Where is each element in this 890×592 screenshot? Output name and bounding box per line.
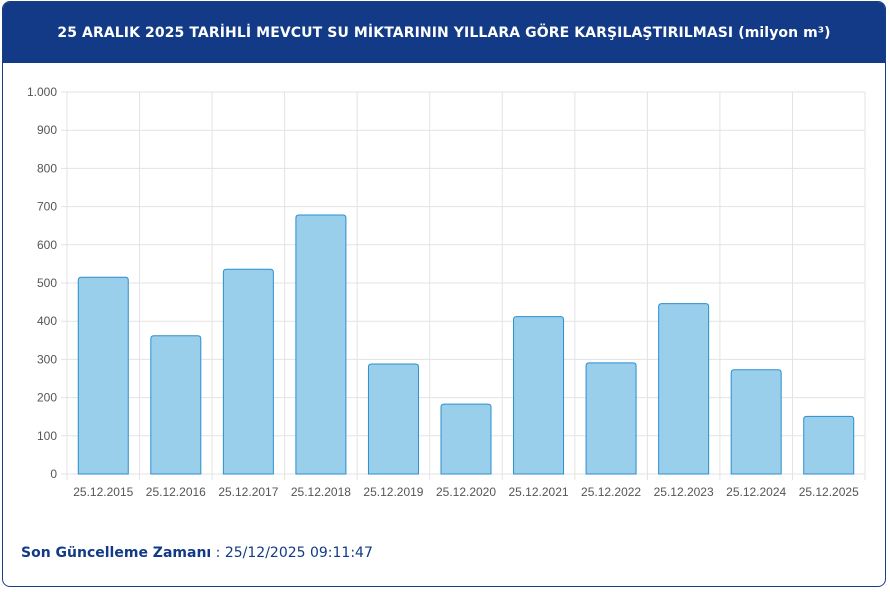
y-tick-label: 700	[37, 200, 57, 214]
x-tick-label: 25.12.2021	[509, 485, 569, 499]
bar-25.12.2025[interactable]	[803, 415, 855, 475]
last-updated-label: Son Güncelleme Zamanı	[21, 545, 212, 561]
x-axis-ticks: 25.12.2015 25.12.2016 25.12.2017 25.12.2018…	[73, 485, 859, 499]
x-tick-label: 25.12.2024	[726, 485, 786, 499]
y-tick-label: 600	[37, 238, 57, 252]
bar-25.12.2017[interactable]	[222, 268, 274, 475]
bar-25.12.2021[interactable]	[513, 316, 565, 475]
bar-25.12.2022[interactable]	[585, 362, 637, 475]
bar-25.12.2020[interactable]	[440, 403, 492, 475]
y-tick-label: 500	[37, 276, 57, 290]
last-updated-separator: :	[211, 545, 225, 561]
x-tick-label: 25.12.2023	[654, 485, 714, 499]
y-tick-label: 200	[37, 391, 57, 405]
x-tick-label: 25.12.2020	[436, 485, 496, 499]
x-tick-label: 25.12.2015	[73, 485, 133, 499]
bar-25.12.2023[interactable]	[658, 303, 710, 475]
bar-25.12.2015[interactable]	[77, 276, 129, 475]
chart-header: 25 ARALIK 2025 TARİHLİ MEVCUT SU MİKTARI…	[3, 2, 885, 63]
bar-25.12.2016[interactable]	[150, 335, 202, 475]
last-updated-value: 25/12/2025 09:11:47	[224, 545, 373, 561]
x-tick-label: 25.12.2022	[581, 485, 641, 499]
y-tick-label: 0	[50, 467, 57, 481]
bar-25.12.2018[interactable]	[295, 214, 347, 475]
last-updated: Son Güncelleme Zamanı : 25/12/2025 09:11…	[21, 545, 373, 561]
chart-title: 25 ARALIK 2025 TARİHLİ MEVCUT SU MİKTARI…	[57, 24, 831, 41]
x-tick-label: 25.12.2016	[146, 485, 206, 499]
bar-25.12.2019[interactable]	[367, 363, 419, 475]
x-tick-label: 25.12.2017	[218, 485, 278, 499]
y-tick-label: 300	[37, 352, 57, 366]
x-tick-label: 25.12.2019	[363, 485, 423, 499]
y-tick-label: 800	[37, 161, 57, 175]
y-tick-label: 100	[37, 429, 57, 443]
y-tick-label: 900	[37, 123, 57, 137]
y-tick-label: 1.000	[27, 85, 57, 99]
y-axis-ticks: 0 100 200 300 400 500 600 700 800 900 1.000	[27, 85, 57, 481]
x-tick-label: 25.12.2018	[291, 485, 351, 499]
bar-25.12.2024[interactable]	[730, 369, 782, 475]
chart-bars	[77, 214, 855, 475]
y-tick-label: 400	[37, 314, 57, 328]
x-tick-label: 25.12.2025	[799, 485, 859, 499]
